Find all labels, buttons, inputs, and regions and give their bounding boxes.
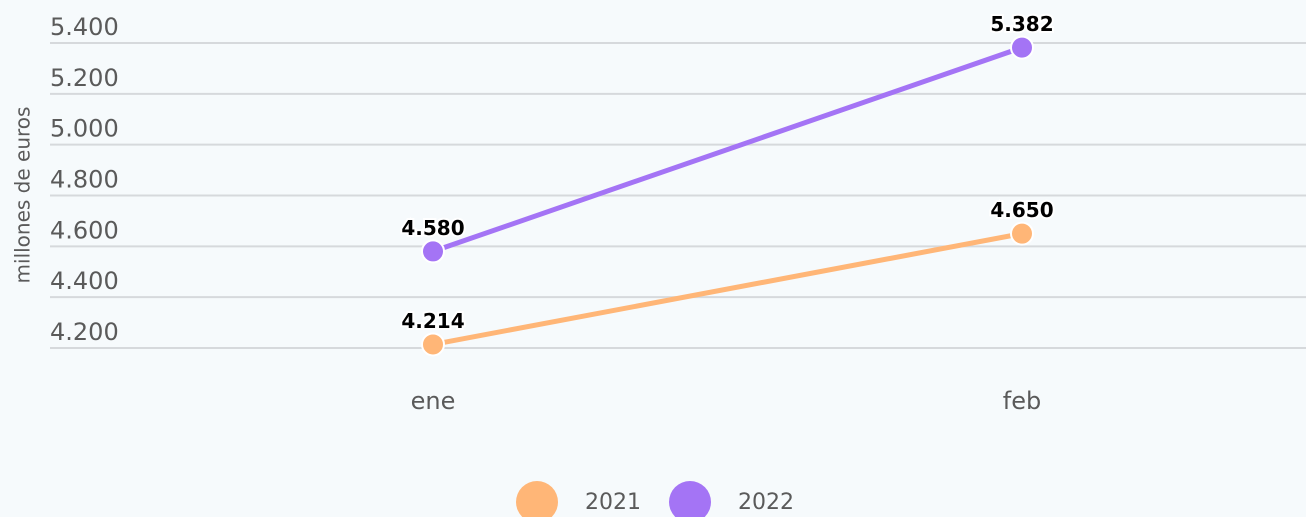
value-label: 4.214 [401, 309, 464, 333]
x-tick-label: feb [1003, 387, 1041, 415]
y-axis-title: millones de euros [11, 107, 35, 284]
y-tick-label: 4.200 [50, 318, 119, 346]
point [421, 332, 445, 357]
value-label: 5.382 [990, 12, 1053, 36]
value-label: 4.650 [990, 198, 1053, 222]
value-label: 4.580 [401, 216, 464, 240]
series-line [430, 231, 1025, 347]
y-tick-label: 4.400 [50, 267, 119, 295]
y-tick-label: 4.600 [50, 216, 119, 244]
series-line [430, 45, 1025, 254]
point [421, 239, 445, 264]
y-tick-label: 5.400 [50, 13, 119, 41]
legend-label: 2021 [585, 490, 641, 515]
legend-label: 2022 [738, 490, 794, 515]
legend-swatch [516, 481, 558, 517]
legend-swatch [669, 481, 711, 517]
point [1010, 35, 1034, 60]
x-tick-label: ene [411, 387, 456, 415]
y-tick-label: 5.200 [50, 64, 119, 92]
point [1010, 221, 1034, 246]
y-tick-label: 5.000 [50, 115, 119, 143]
y-tick-label: 4.800 [50, 166, 119, 194]
